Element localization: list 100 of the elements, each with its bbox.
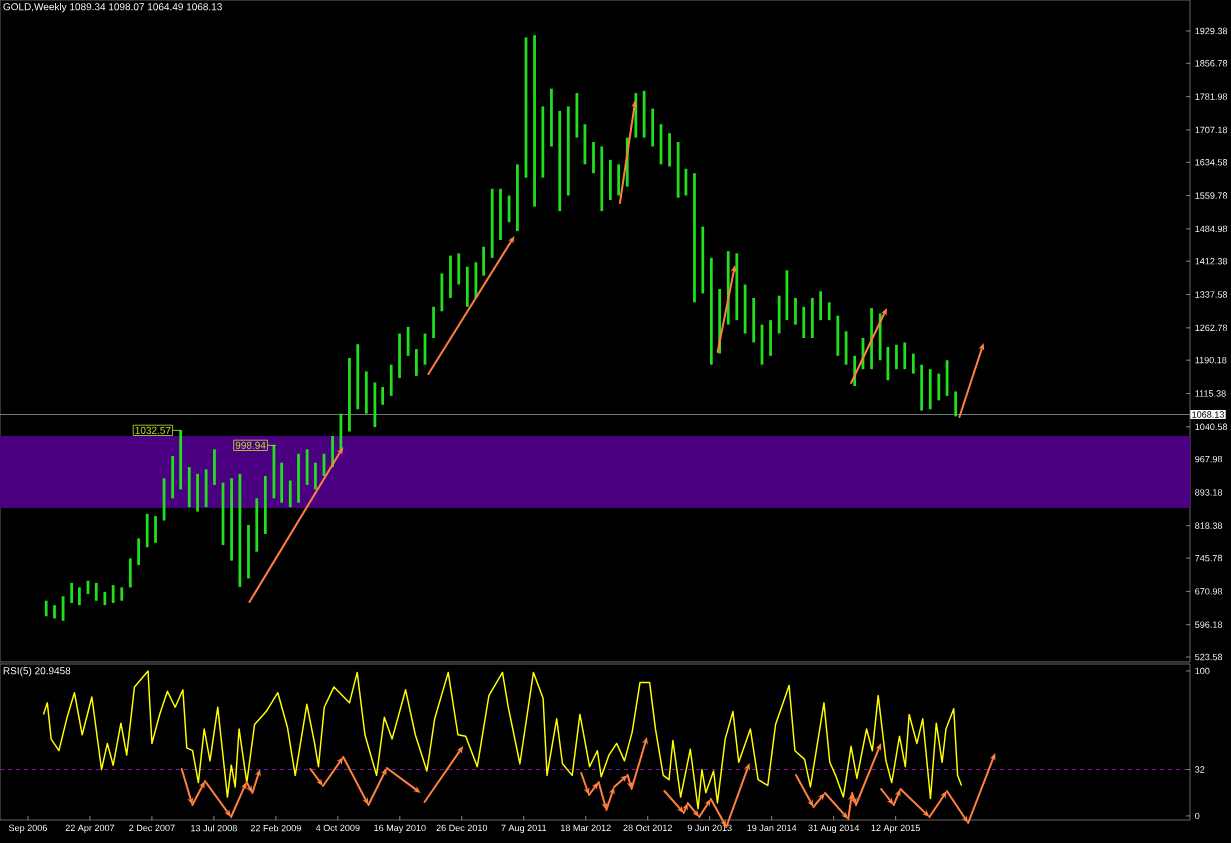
bar [348,358,351,432]
bar [482,246,486,276]
bar [364,371,368,414]
bar [247,525,250,579]
bar [457,253,461,285]
y-tick-label: 670.98 [1195,588,1223,595]
bar [911,353,915,374]
x-tick-label: 9 Jun 2013 [687,824,732,832]
bar [937,373,941,401]
x-tick-label: 16 May 2010 [374,824,426,833]
bar [954,391,958,417]
bar [213,449,216,485]
bar [432,306,435,338]
bar [701,226,705,294]
y-tick-label: 1412.38 [1195,258,1228,265]
bar [769,320,772,356]
bar [288,480,292,508]
x-tick-label: 31 Aug 2014 [808,824,860,833]
bar [154,516,157,543]
y-tick-label: 1781.98 [1195,93,1228,100]
bar [541,106,545,178]
x-tick-label: 28 Oct 2012 [623,824,672,832]
bar [490,188,494,258]
y-tick-label: 1484.98 [1195,225,1228,233]
bar [533,35,536,207]
bar [111,585,115,603]
y-tick-label: 0 [1195,812,1200,820]
bar [752,297,756,343]
bar [566,106,570,196]
bar [676,142,680,198]
y-tick-label: 32 [1195,766,1205,773]
bar [550,88,553,147]
bar [928,369,932,410]
bar [78,587,81,606]
bar [196,473,199,512]
bar [230,478,233,561]
bar [297,453,300,503]
chart-title: GOLD,Weekly 1089.34 1098.07 1064.49 1068.13 [3,2,222,13]
bar [255,498,259,552]
y-tick-label: 100 [1195,667,1210,675]
bar [415,349,418,376]
y-tick-label: 1559.78 [1195,192,1228,199]
ref-line-label: 1068.13 [1192,411,1224,418]
bar [777,295,781,334]
x-tick-label: 22 Apr 2007 [65,824,115,833]
bar [171,455,175,499]
bar [389,364,393,396]
bar [827,302,831,321]
bar [651,108,655,147]
bar [103,591,107,606]
bar [608,159,612,200]
y-tick-label: 1707.18 [1195,126,1228,134]
bar [128,558,132,588]
x-tick-label: 22 Feb 2009 [250,824,301,832]
bar [398,333,401,379]
bar [903,342,907,370]
bar [516,164,519,232]
x-tick-label: 18 Mar 2012 [560,824,611,832]
bar [179,430,183,490]
y-tick-label: 1262.78 [1195,324,1228,332]
bar [886,346,890,381]
bar [356,344,360,410]
annotation: 998.94 [235,441,266,449]
y-tick-label: 1190.18 [1195,356,1227,364]
bar [137,538,140,566]
bar [558,110,562,212]
y-tick-label: 967.98 [1195,455,1223,463]
bar [145,513,149,548]
x-tick-label: 12 Apr 2015 [871,824,920,833]
bar [794,297,797,325]
bar [204,469,208,508]
x-tick-label: 19 Jan 2014 [747,824,797,832]
bar [870,308,873,370]
bar [693,173,696,303]
annotation: 1032.57 [135,426,171,434]
bar [440,273,444,312]
y-tick-label: 1929.38 [1195,27,1228,35]
bar [305,449,309,485]
bar [617,164,621,196]
x-tick-label: Sep 2006 [8,824,47,833]
bar [94,582,98,601]
x-tick-label: 2 Dec 2007 [129,824,175,832]
bar [668,133,671,167]
x-tick-label: 4 Oct 2009 [315,824,360,832]
bar [280,462,284,503]
y-tick-label: 1634.58 [1195,159,1228,166]
bar [263,476,267,534]
bar [642,90,646,138]
y-tick-label: 1115.38 [1195,390,1226,397]
bar [70,582,74,603]
y-tick-label: 1040.58 [1195,423,1228,430]
x-tick-label: 7 Aug 2011 [501,824,547,833]
bar [920,364,924,411]
y-tick-label: 818.38 [1195,522,1223,529]
bar [449,255,452,298]
bar [120,587,124,601]
x-tick-label: 26 Dec 2010 [436,824,488,832]
bar [810,297,814,338]
bar [592,142,595,174]
chart-title: RSI(5) 20.9458 [3,666,71,677]
